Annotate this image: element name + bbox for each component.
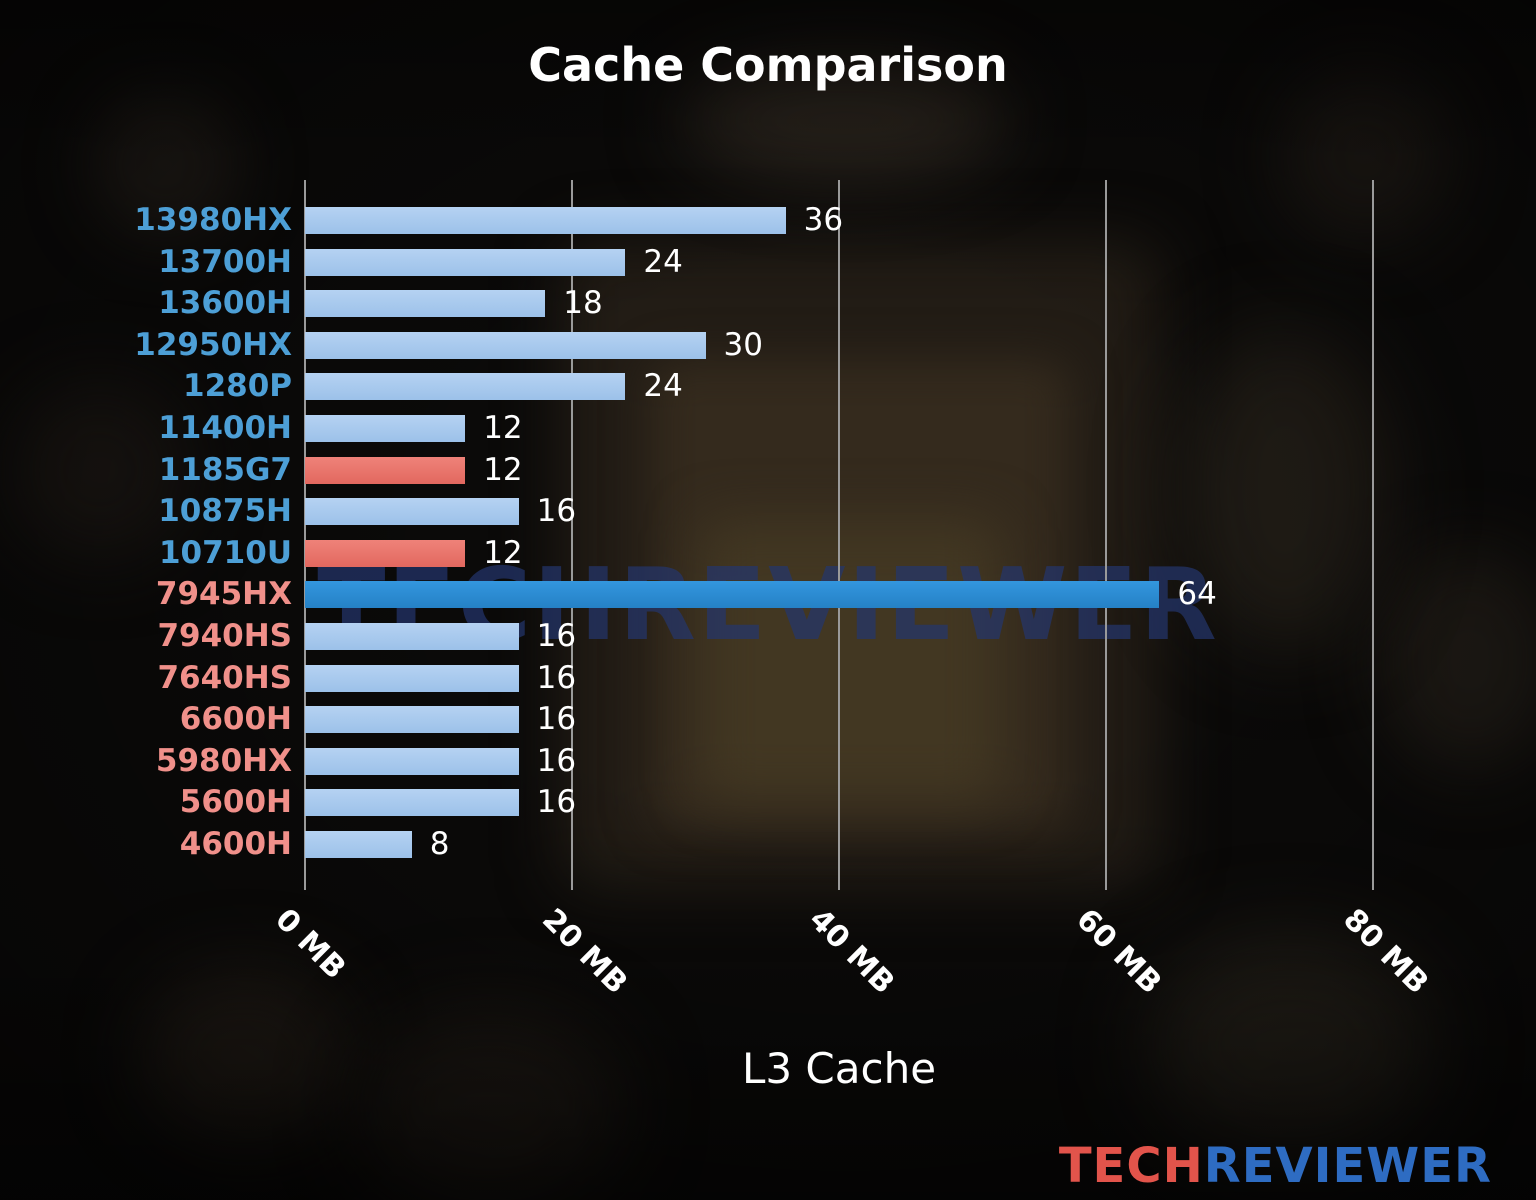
- value-label: 24: [643, 368, 683, 405]
- value-label: 16: [536, 701, 577, 738]
- value-label: 16: [536, 742, 577, 779]
- bar-row: 7940HS 16: [0, 616, 1536, 658]
- background-shape: [1380, 550, 1536, 770]
- background-shape: [1280, 70, 1450, 240]
- bar: [305, 498, 519, 526]
- bar-row: 10710U 12: [0, 533, 1536, 575]
- category-label: 10875H: [158, 493, 292, 530]
- value-label: 36: [803, 202, 844, 238]
- bar: [305, 706, 519, 734]
- value-label: 8: [429, 826, 450, 862]
- bar-row: 13700H 24: [0, 242, 1536, 284]
- value-label: 12: [483, 451, 523, 488]
- bar: [305, 331, 706, 359]
- value-label: 16: [536, 493, 577, 530]
- bar: [305, 207, 786, 234]
- bar: [305, 290, 546, 318]
- logo-reviewer: REVIEWER: [1203, 1138, 1492, 1194]
- category-label: 7940HS: [157, 618, 292, 654]
- background-shape: [360, 1010, 620, 1200]
- background-shape: [10, 380, 190, 560]
- bar-row: 5980HX 16: [0, 741, 1536, 783]
- bar-row: 7640HS 16: [0, 658, 1536, 700]
- x-tick-label: 0 MB: [268, 902, 353, 987]
- gridline: [1372, 180, 1374, 890]
- bar-row: 1280P 24: [0, 366, 1536, 408]
- background-shape: [1150, 940, 1430, 1150]
- bar-row: 1185G7 12: [0, 450, 1536, 492]
- bar: [305, 747, 519, 775]
- category-label: 13600H: [158, 285, 292, 322]
- x-axis-label: L3 Cache: [741, 1044, 937, 1093]
- value-label: 18: [563, 285, 603, 322]
- bar: [305, 539, 466, 567]
- category-label: 13980HX: [134, 202, 292, 238]
- x-tick-label: 80 MB: [1336, 902, 1436, 1001]
- value-label: 12: [483, 534, 523, 571]
- value-label: 64: [1177, 576, 1217, 613]
- bar: [305, 248, 626, 276]
- category-label: 10710U: [158, 534, 292, 571]
- bar-row: 6600H 16: [0, 699, 1536, 741]
- gridline: [1105, 180, 1107, 890]
- gridline: [838, 180, 840, 890]
- category-label: 5980HX: [155, 742, 292, 779]
- x-tick-label: 40 MB: [802, 902, 902, 1001]
- background-shape: [680, 60, 1010, 180]
- bar: [305, 581, 1160, 609]
- category-label: 7640HS: [157, 659, 292, 696]
- background-shape: [700, 520, 1000, 800]
- bar-row: 11400H 12: [0, 408, 1536, 450]
- gridline: [571, 180, 573, 890]
- bar-row: 7945HX 64: [0, 574, 1536, 616]
- category-label: 7945HX: [155, 576, 292, 613]
- value-label: 16: [536, 659, 577, 696]
- bar-row: 12950HX 30: [0, 325, 1536, 367]
- bar: [305, 623, 519, 650]
- category-label: 1280P: [183, 368, 292, 405]
- gridline: [304, 180, 306, 890]
- category-label: 6600H: [179, 701, 292, 738]
- background-shape: [1180, 330, 1390, 650]
- background-shape: [140, 970, 350, 1140]
- bar: [305, 456, 466, 484]
- value-label: 16: [536, 618, 577, 654]
- bar-row: 13600H 18: [0, 283, 1536, 325]
- bar-row: 13980HX 36: [0, 200, 1536, 242]
- background-shape: [90, 90, 240, 240]
- value-label: 30: [723, 326, 763, 363]
- bar-row: 5600H 16: [0, 782, 1536, 824]
- bar: [305, 831, 412, 858]
- value-label: 16: [536, 784, 577, 821]
- x-tick-label: 60 MB: [1069, 902, 1169, 1001]
- category-label: 5600H: [179, 784, 292, 821]
- value-label: 12: [483, 410, 523, 446]
- x-tick-label: 20 MB: [535, 902, 635, 1001]
- site-logo: TECHREVIEWER: [1059, 1138, 1492, 1194]
- category-label: 13700H: [158, 243, 292, 280]
- category-label: 4600H: [179, 826, 292, 862]
- category-label: 1185G7: [158, 451, 292, 488]
- bar: [305, 789, 519, 817]
- bar: [305, 415, 466, 442]
- value-label: 24: [643, 243, 683, 280]
- bar: [305, 664, 519, 692]
- category-label: 11400H: [158, 410, 292, 446]
- bar-row: 10875H 16: [0, 491, 1536, 533]
- bar: [305, 373, 626, 401]
- logo-tech: TECH: [1058, 1138, 1204, 1194]
- category-label: 12950HX: [134, 326, 292, 363]
- chart-title: Cache Comparison: [528, 38, 1008, 92]
- bar-row: 4600H 8: [0, 824, 1536, 866]
